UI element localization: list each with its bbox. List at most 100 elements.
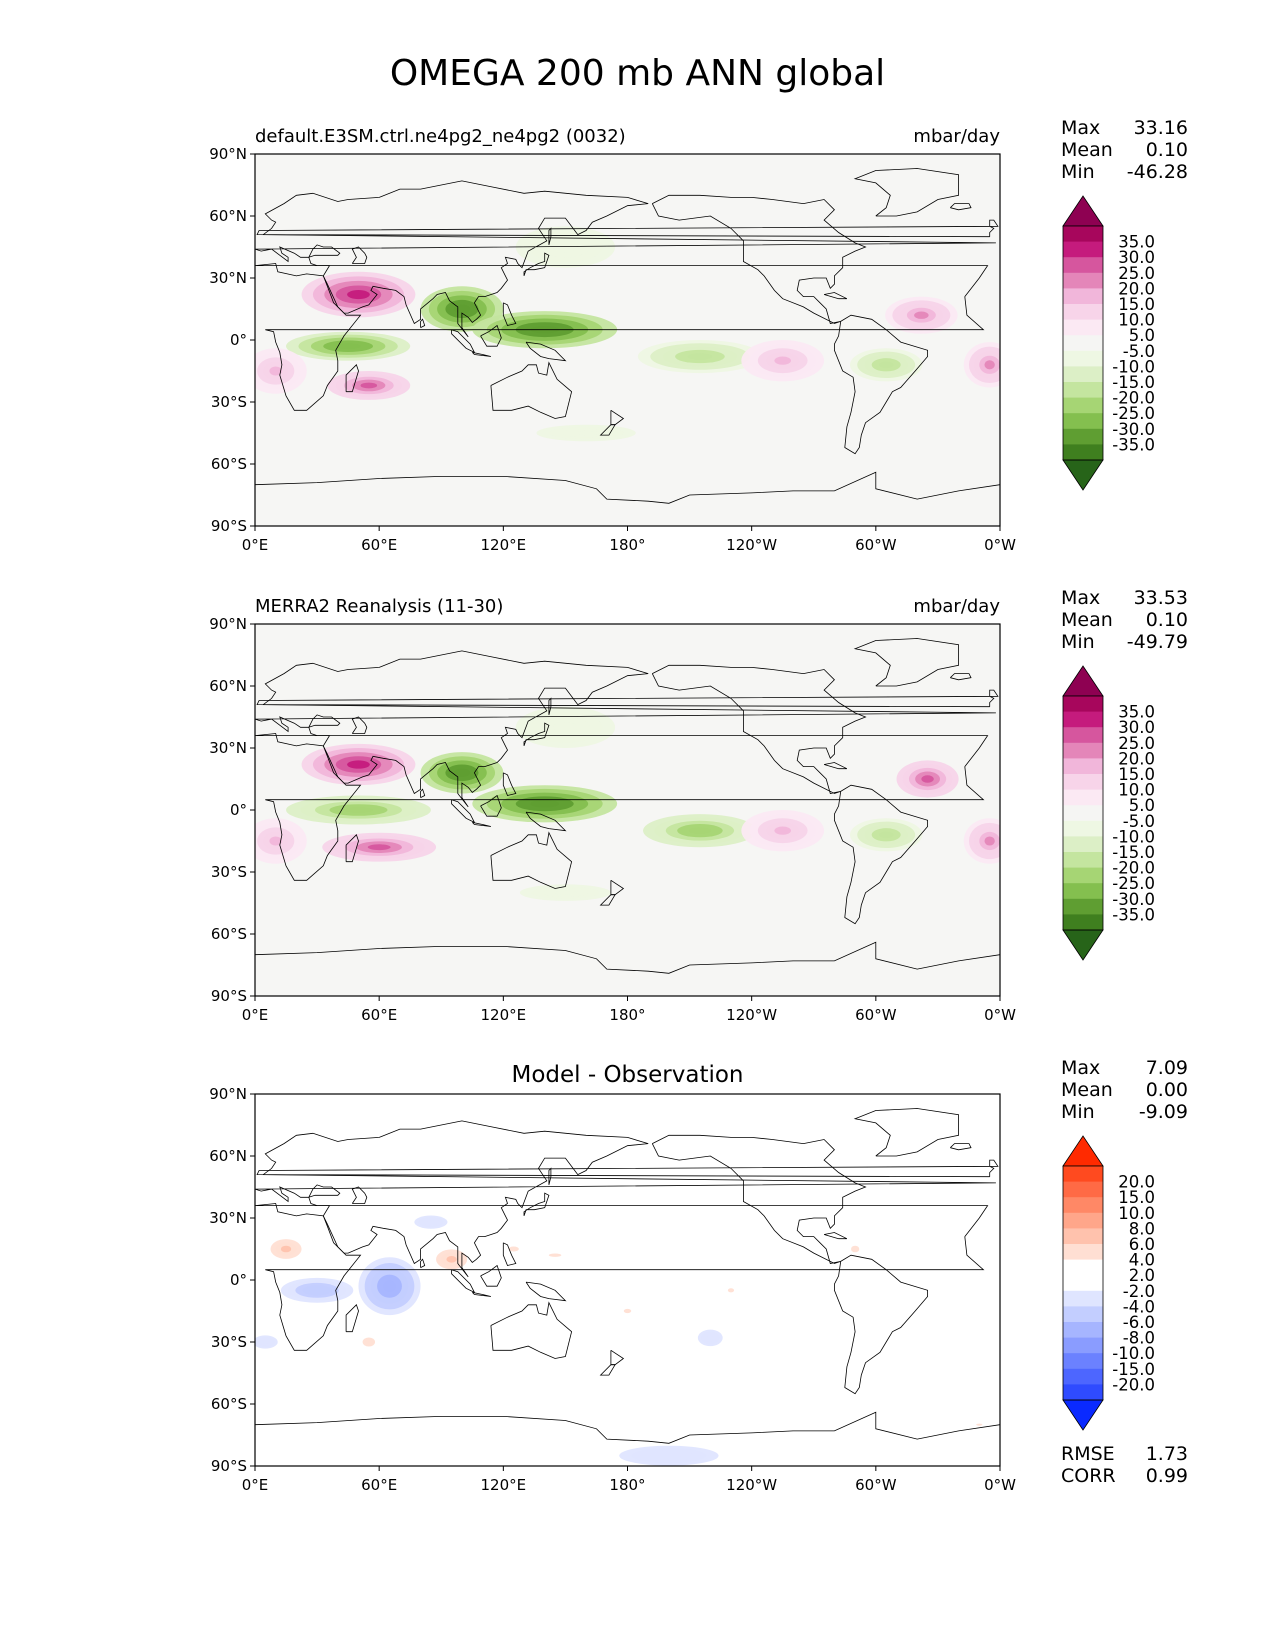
field-contour: [367, 844, 391, 851]
colorbar-bin: [1063, 1368, 1103, 1385]
colorbar-bin: [1063, 727, 1103, 744]
field-contour: [262, 1340, 269, 1344]
stat-mean-label: Mean: [1061, 1079, 1113, 1101]
colorbar-tick-label: 5.0: [1129, 796, 1155, 815]
colorbar-bin: [1063, 1275, 1103, 1292]
field-contour: [878, 831, 894, 839]
coastline: [420, 788, 426, 798]
coastline: [255, 1411, 1000, 1444]
coastline: [523, 252, 550, 277]
coastline: [256, 689, 999, 708]
coastlines: [255, 1108, 1000, 1444]
colorbar-bin: [1063, 444, 1103, 461]
colorbar-bin: [1063, 288, 1103, 305]
colorbar-bin: [1063, 789, 1103, 806]
coastline: [823, 1232, 848, 1240]
coastline: [490, 831, 573, 889]
lon-tick-label: 120°W: [726, 1006, 777, 1024]
field-contour: [656, 1453, 682, 1459]
coastline: [256, 219, 999, 238]
lon-tick-label: 60°W: [855, 536, 897, 554]
coastline: [451, 1269, 476, 1294]
coastline: [651, 664, 867, 794]
coastline: [490, 1301, 573, 1359]
colorbar-extend-max: [1062, 195, 1104, 227]
panel-center-title: Model - Observation: [511, 1062, 743, 1088]
colorbar-bin: [1063, 428, 1103, 445]
stat-mean-label: Mean: [1061, 609, 1113, 631]
field-anomaly-3: [358, 1257, 421, 1316]
colorbar-tick-label: -10.0: [1112, 1344, 1155, 1363]
stat-rmse-value: 1.73: [1146, 1443, 1188, 1465]
field-contour: [383, 1280, 396, 1292]
field-anomaly-6: [322, 832, 437, 862]
stat-mean-value: 0.00: [1146, 1079, 1188, 1101]
stat-max-label: Max: [1061, 1057, 1100, 1079]
colorbar-tick-label: 30.0: [1118, 718, 1155, 737]
coastline: [351, 716, 368, 734]
stat-max-value: 33.16: [1134, 117, 1188, 139]
coastlines: [255, 638, 1000, 974]
coastline: [651, 194, 867, 324]
field-contour: [508, 1246, 519, 1252]
figure-title: OMEGA 200 mb ANN global: [389, 53, 886, 94]
colorbar-bin: [1063, 1337, 1103, 1354]
colorbar-tick-label: -15.0: [1112, 843, 1155, 862]
colorbar-bin: [1063, 241, 1103, 258]
stat-max-value: 7.09: [1146, 1057, 1188, 1079]
colorbar-bin: [1063, 898, 1103, 915]
stat-corr-label: CORR: [1061, 1465, 1116, 1487]
lat-tick-label: 60°N: [209, 207, 247, 225]
colorbar-tick-label: -35.0: [1112, 435, 1155, 454]
field-contour: [727, 1288, 735, 1293]
colorbar-extend-max: [1062, 1135, 1104, 1167]
stat-min-value: -46.28: [1127, 161, 1188, 183]
coastline: [472, 1292, 491, 1297]
stat-min-label: Min: [1061, 631, 1095, 653]
colorbar-tick-label: -25.0: [1112, 874, 1155, 893]
map-field: [255, 624, 1000, 996]
colorbar-tick-label: 15.0: [1118, 765, 1155, 784]
coastline: [950, 673, 972, 681]
field-contour: [623, 1308, 632, 1314]
lat-tick-label: 30°S: [211, 863, 247, 881]
colorbar-extend-min: [1062, 459, 1104, 491]
colorbar-extend-min: [1062, 929, 1104, 961]
field-anomaly-2: [280, 1277, 354, 1303]
lat-tick-label: 90°N: [209, 1085, 247, 1103]
field-anomaly-1: [260, 1232, 312, 1266]
colorbar-frame: [1062, 695, 1104, 931]
lat-tick-label: 0°: [230, 801, 247, 819]
colorbar-bin: [1063, 1322, 1103, 1339]
lat-tick-label: 30°N: [209, 1209, 247, 1227]
field-anomaly-10: [694, 1327, 726, 1349]
colorbar-bin: [1063, 1166, 1103, 1183]
field-contour: [548, 1253, 562, 1257]
field-anomaly-10: [963, 342, 1000, 388]
colorbar-tick-label: 15.0: [1118, 1188, 1155, 1207]
colorbar-bin: [1063, 914, 1103, 931]
lat-tick-label: 60°N: [209, 677, 247, 695]
coastline: [651, 1134, 867, 1264]
field-contour: [347, 289, 370, 300]
lat-tick-label: 90°S: [211, 1457, 247, 1475]
colorbar-bin: [1063, 257, 1103, 274]
colorbar-bin: [1063, 742, 1103, 759]
lon-tick-label: 120°W: [726, 1476, 777, 1494]
colorbar-bin: [1063, 304, 1103, 321]
stat-mean-value: 0.10: [1146, 139, 1188, 161]
coastline: [525, 341, 567, 362]
colorbar-tick-label: 20.0: [1118, 1173, 1155, 1192]
lat-tick-label: 60°S: [211, 925, 247, 943]
colorbar-tick-label: 15.0: [1118, 295, 1155, 314]
coastline: [480, 324, 502, 347]
colorbar-bin: [1063, 1290, 1103, 1307]
map-panel-1: 0°E 60°E 120°E 180° 120°W 60°W 0°W 90°N 60°N 30°N…: [209, 117, 1188, 554]
field-contour: [553, 722, 578, 733]
field-contour: [426, 1220, 436, 1224]
coastline: [853, 638, 959, 687]
field-contour: [554, 890, 577, 895]
colorbar-bin: [1063, 319, 1103, 336]
lon-tick-label: 180°: [609, 536, 645, 554]
